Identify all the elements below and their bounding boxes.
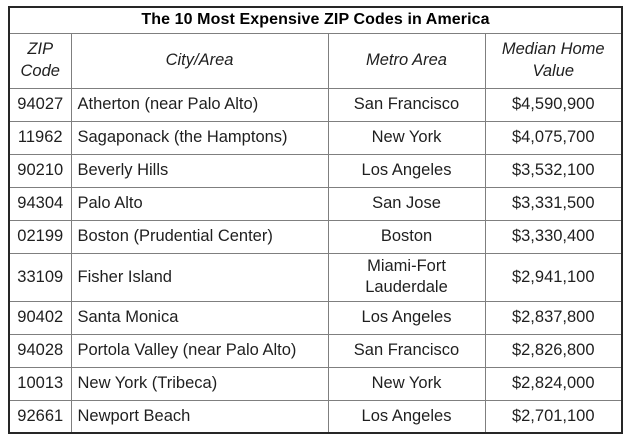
metro-area-cell: San Jose [327,186,486,221]
zip-code-cell: 94304 [8,186,72,221]
median-home-value-cell: $2,826,800 [484,333,623,368]
city-area-cell: Fisher Island [70,252,329,302]
median-home-value-cell: $2,941,100 [484,252,623,302]
column-header-city-area: City/Area [70,32,329,89]
city-area-cell: Santa Monica [70,300,329,335]
metro-area-cell: Los Angeles [327,153,486,188]
city-area-cell: Sagaponack (the Hamptons) [70,120,329,155]
metro-area-cell: Los Angeles [327,300,486,335]
zip-code-cell: 92661 [8,399,72,434]
zip-code-cell: 11962 [8,120,72,155]
metro-area-cell: New York [327,120,486,155]
median-home-value-cell: $3,331,500 [484,186,623,221]
median-home-value-cell: $2,824,000 [484,366,623,401]
city-area-cell: Palo Alto [70,186,329,221]
table-row: 94304 Palo Alto San Jose $3,331,500 [8,186,623,221]
median-home-value-cell: $2,837,800 [484,300,623,335]
column-header-median-home-value: Median Home Value [484,32,623,89]
median-home-value-cell: $2,701,100 [484,399,623,434]
metro-area-cell: San Francisco [327,87,486,122]
city-area-cell: Beverly Hills [70,153,329,188]
table-body: 94027 Atherton (near Palo Alto) San Fran… [8,87,623,434]
metro-area-cell: Boston [327,219,486,254]
zip-code-cell: 90210 [8,153,72,188]
city-area-cell: New York (Tribeca) [70,366,329,401]
expensive-zip-codes-table: The 10 Most Expensive ZIP Codes in Ameri… [8,6,624,435]
median-home-value-cell: $3,532,100 [484,153,623,188]
zip-code-cell: 94027 [8,87,72,122]
table-row: 94028 Portola Valley (near Palo Alto) Sa… [8,333,623,368]
metro-area-cell: Los Angeles [327,399,486,434]
metro-area-cell: San Francisco [327,333,486,368]
city-area-cell: Newport Beach [70,399,329,434]
city-area-cell: Atherton (near Palo Alto) [70,87,329,122]
metro-area-cell: Miami-Fort Lauderdale [327,252,486,302]
table-row: 92661 Newport Beach Los Angeles $2,701,1… [8,399,623,434]
city-area-cell: Portola Valley (near Palo Alto) [70,333,329,368]
column-header-zip-code: ZIP Code [8,32,72,89]
table-row: 02199 Boston (Prudential Center) Boston … [8,219,623,254]
median-home-value-cell: $3,330,400 [484,219,623,254]
metro-area-cell: New York [327,366,486,401]
table-row: 94027 Atherton (near Palo Alto) San Fran… [8,87,623,122]
table-row: 10013 New York (Tribeca) New York $2,824… [8,366,623,401]
table-header-row: ZIP Code City/Area Metro Area Median Hom… [8,32,623,89]
table-row: 33109 Fisher Island Miami-Fort Lauderdal… [8,252,623,302]
column-header-metro-area: Metro Area [327,32,486,89]
table-title: The 10 Most Expensive ZIP Codes in Ameri… [8,6,623,34]
zip-code-cell: 10013 [8,366,72,401]
table-row: 90210 Beverly Hills Los Angeles $3,532,1… [8,153,623,188]
zip-code-cell: 33109 [8,252,72,302]
median-home-value-cell: $4,075,700 [484,120,623,155]
zip-code-cell: 02199 [8,219,72,254]
zip-code-cell: 90402 [8,300,72,335]
median-home-value-cell: $4,590,900 [484,87,623,122]
table-row: 90402 Santa Monica Los Angeles $2,837,80… [8,300,623,335]
table-title-row: The 10 Most Expensive ZIP Codes in Ameri… [8,6,623,34]
zip-code-cell: 94028 [8,333,72,368]
table-row: 11962 Sagaponack (the Hamptons) New York… [8,120,623,155]
city-area-cell: Boston (Prudential Center) [70,219,329,254]
